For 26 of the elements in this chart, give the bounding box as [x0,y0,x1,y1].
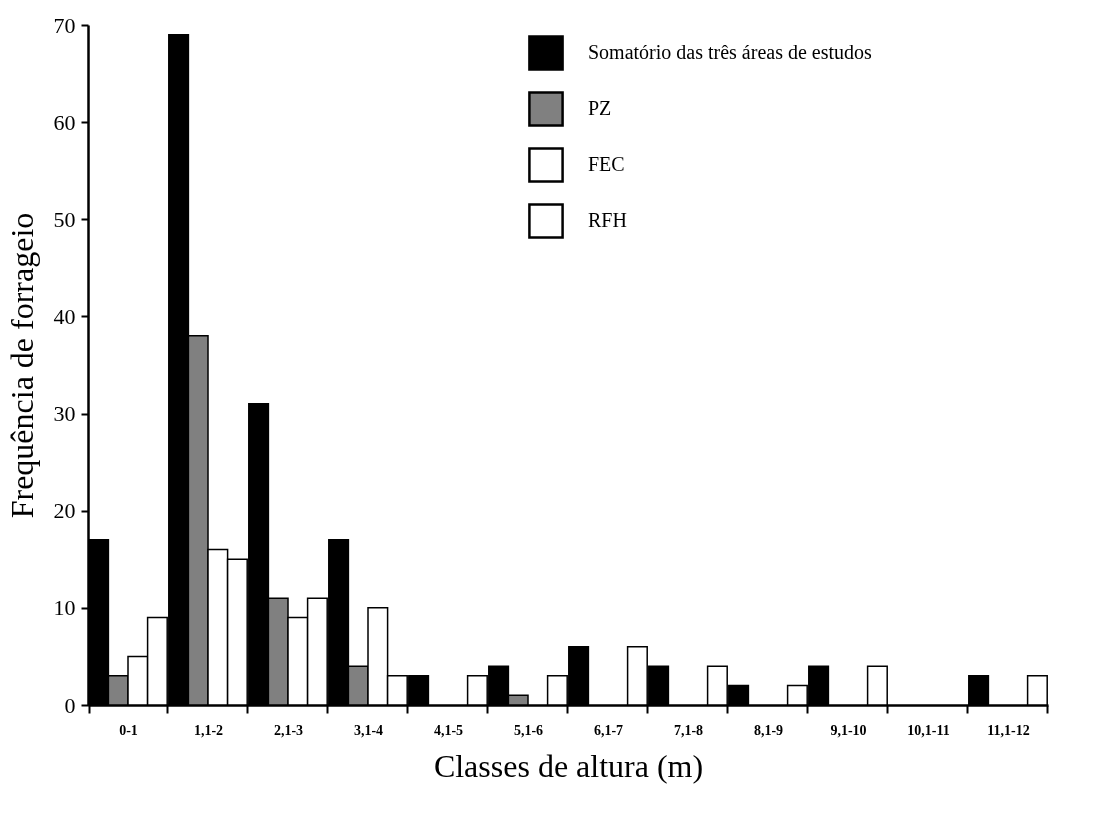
x-tick-label: 5,1-6 [513,722,544,738]
x-tick-label: 4,1-5 [433,722,464,738]
x-tick-label: 10,1-11 [907,722,950,738]
y-tick-label: 70 [53,12,76,38]
x-tick-label: 6,1-7 [593,722,624,738]
y-tick-label: 10 [53,595,76,621]
legend-label: FEC [588,153,625,175]
y-tick-label: 0 [64,692,76,718]
legend-label: RFH [588,209,627,231]
x-tick-label: 1,1-2 [193,722,224,738]
legend-label: PZ [588,97,612,119]
y-axis-title: Frequência de forrageio [3,212,40,519]
y-tick-label: 50 [53,206,76,232]
x-tick-label: 7,1-8 [673,722,704,738]
x-tick-label: 3,1-4 [353,722,384,738]
x-tick-label: 0-1 [119,722,138,738]
x-axis-title: Classes de altura (m) [433,747,704,784]
x-tick-label: 11,1-12 [987,722,1030,738]
x-tick-label: 2,1-3 [273,722,304,738]
legend-label: Somatório das três áreas de estudos [588,41,873,63]
y-tick-label: 30 [53,401,76,427]
y-tick-label: 20 [53,498,76,524]
y-tick-label: 60 [53,109,76,135]
x-tick-label: 9,1-10 [830,722,867,738]
x-tick-label: 8,1-9 [753,722,784,738]
y-tick-label: 40 [53,303,76,329]
